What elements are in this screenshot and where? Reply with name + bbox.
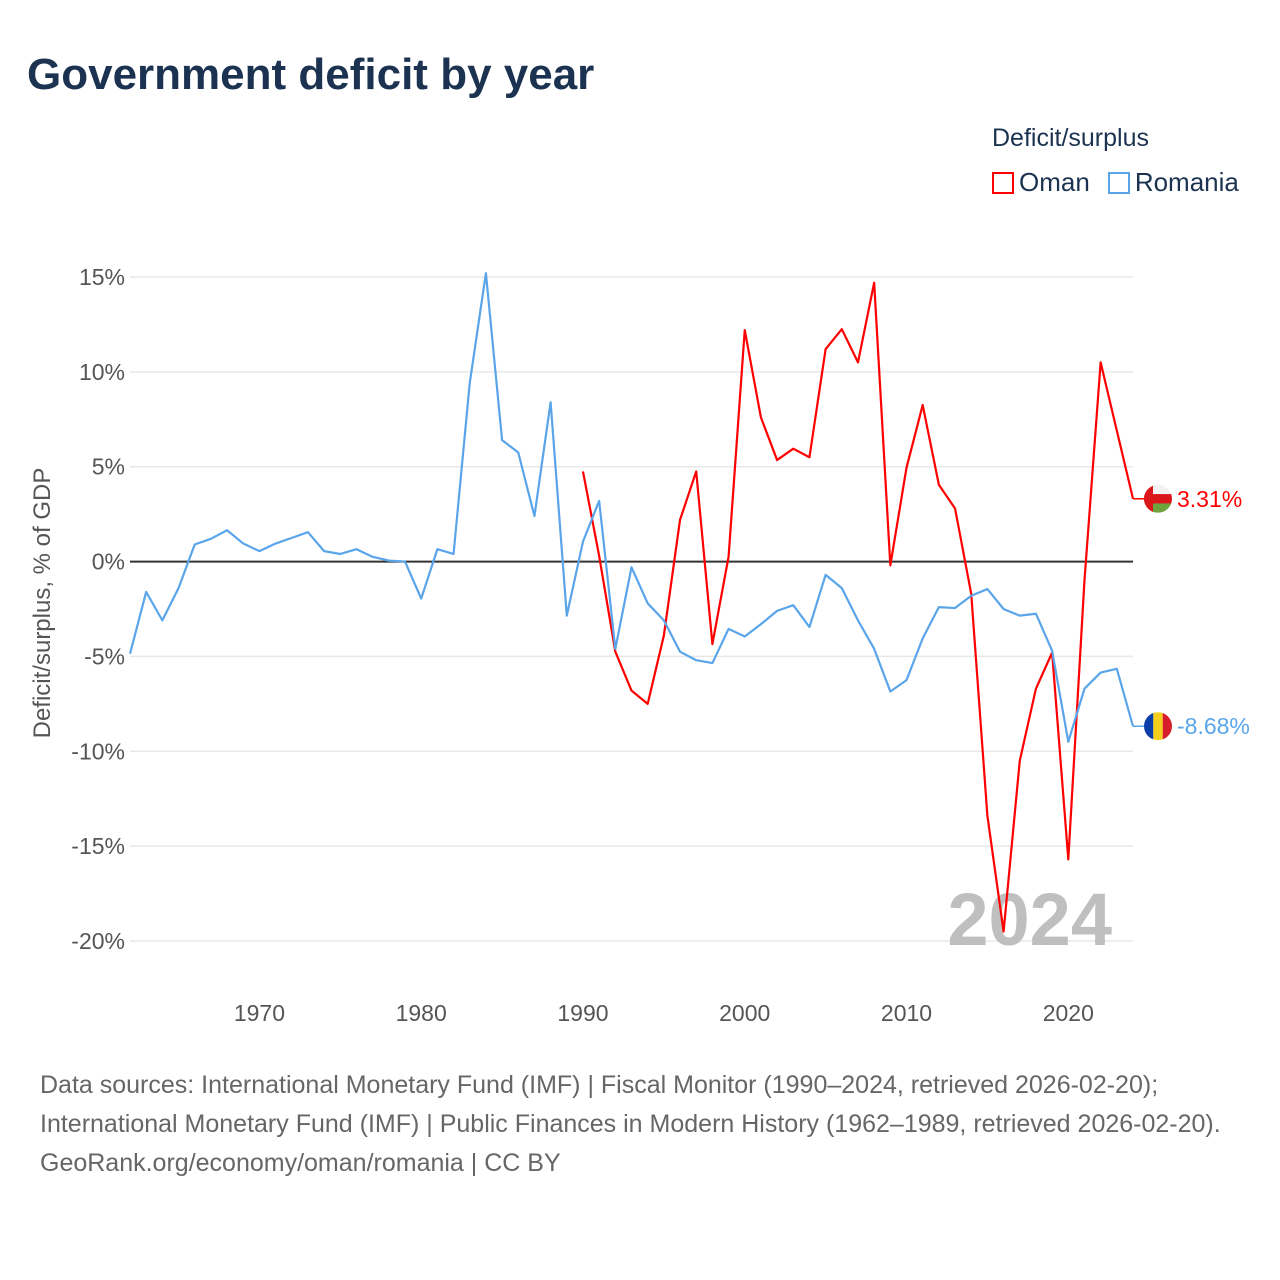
flag-red bbox=[1144, 494, 1172, 504]
legend-swatch-oman bbox=[992, 171, 1014, 194]
year-watermark: 2024 bbox=[947, 878, 1112, 961]
flag-red-band bbox=[1144, 484, 1153, 513]
footer-link[interactable]: GeoRank.org/economy/oman/romania | CC BY bbox=[40, 1149, 561, 1177]
y-tick-label: -5% bbox=[84, 643, 125, 669]
legend-item-oman[interactable]: Oman bbox=[992, 167, 1090, 198]
end-value-label: 3.31% bbox=[1177, 486, 1242, 512]
data-sources-text: Data sources: International Monetary Fun… bbox=[40, 1071, 1221, 1138]
flag-red bbox=[1162, 712, 1172, 741]
x-tick-label: 2020 bbox=[1043, 1000, 1094, 1026]
series-line-romania bbox=[128, 272, 1135, 743]
legend-label-oman: Oman bbox=[1019, 167, 1090, 197]
flag-blue bbox=[1144, 712, 1154, 741]
oman-flag-icon bbox=[1144, 484, 1172, 513]
legend-swatch-romania bbox=[1107, 171, 1130, 194]
legend: Deficit/surplus Oman Romania bbox=[992, 124, 1239, 198]
y-tick-label: -15% bbox=[71, 833, 125, 859]
x-tick-label: 1970 bbox=[234, 1000, 285, 1026]
y-tick-label: 0% bbox=[92, 549, 125, 575]
y-tick-label: 5% bbox=[92, 454, 125, 480]
end-value-label: -8.68% bbox=[1177, 713, 1250, 739]
sources: Data sources: International Monetary Fun… bbox=[40, 1066, 1240, 1183]
chart-title: Government deficit by year bbox=[27, 50, 595, 99]
x-tick-label: 2000 bbox=[719, 1000, 770, 1026]
series-line-oman bbox=[581, 281, 1135, 933]
line-chart: 15% 10% 5% 0% -5% -10% -15% -20% 1970 1980 1990 200… bbox=[29, 264, 1250, 1026]
flag-white bbox=[1144, 484, 1172, 495]
legend-item-romania[interactable]: Romania bbox=[1107, 167, 1239, 198]
x-tick-label: 1980 bbox=[396, 1000, 447, 1026]
legend-label-romania: Romania bbox=[1134, 167, 1239, 197]
x-tick-label: 1990 bbox=[557, 1000, 608, 1026]
legend-title: Deficit/surplus bbox=[992, 124, 1149, 152]
romania-flag-icon bbox=[1144, 712, 1172, 741]
y-tick-label: -20% bbox=[71, 928, 125, 954]
flag-yellow bbox=[1153, 712, 1163, 741]
x-tick-label: 2010 bbox=[881, 1000, 932, 1026]
flag-green bbox=[1144, 503, 1172, 513]
y-tick-label: 10% bbox=[79, 359, 125, 385]
y-axis-label: Deficit/surplus, % of GDP bbox=[29, 468, 56, 739]
y-tick-label: -10% bbox=[71, 738, 125, 764]
y-tick-label: 15% bbox=[79, 264, 125, 290]
